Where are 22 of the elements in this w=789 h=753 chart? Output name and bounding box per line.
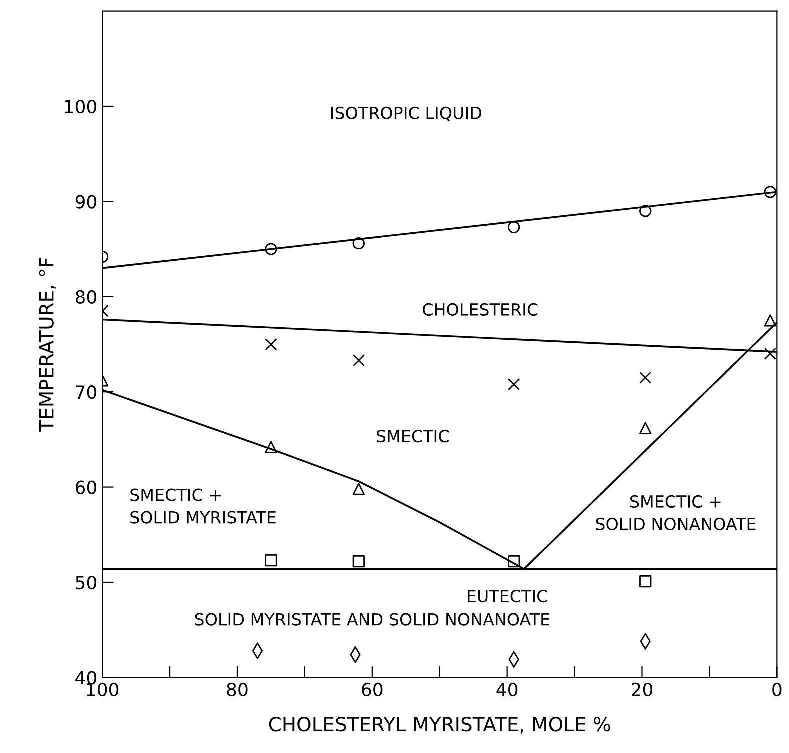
y-tick-label: 100 — [65, 100, 97, 114]
y-tick-label: 40 — [76, 671, 97, 685]
annotation: CHOLESTERIC — [423, 303, 538, 316]
x-tick-label: 80 — [227, 682, 248, 697]
annotation: ISOTROPIC LIQUID — [331, 106, 482, 122]
x-tick-label: 40 — [496, 682, 518, 697]
x-tick-label: 100 — [87, 682, 119, 697]
y-tick-label: 70 — [76, 386, 97, 400]
annotation: EUTECTIC — [468, 590, 548, 603]
annotation: SMECTIC — [377, 430, 449, 443]
x-tick-label: 0 — [772, 682, 782, 697]
annotation: SMECTIC + SOLID MYRISTATE — [130, 488, 276, 524]
y-tick-label: 80 — [76, 290, 97, 304]
y-tick-label: 50 — [76, 576, 97, 590]
annotation: SOLID MYRISTATE AND SOLID NONANOATE — [195, 613, 550, 626]
annotation: SMECTIC + SOLID NONANOATE — [596, 495, 756, 530]
x-tick-label: 60 — [362, 682, 383, 697]
y-tick-label: 60 — [76, 480, 97, 494]
y-tick-label: 90 — [76, 195, 97, 209]
y-axis-title: TEMPERATURE, °F — [39, 258, 56, 432]
x-tick-label: 20 — [632, 682, 653, 697]
x-axis-title: CHOLESTERYL MYRISTATE, MOLE % — [269, 717, 610, 734]
